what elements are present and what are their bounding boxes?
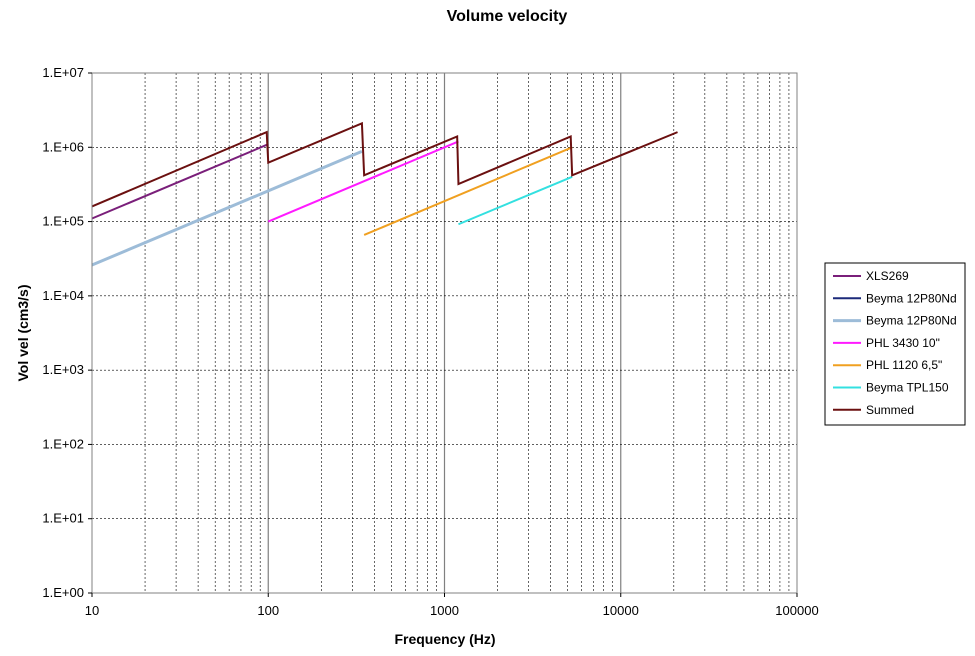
y-tick-label: 1.E+04 bbox=[42, 288, 84, 303]
x-tick-label: 10000 bbox=[603, 603, 639, 618]
legend-label-1: XLS269 bbox=[866, 269, 909, 283]
x-tick-label: 100000 bbox=[775, 603, 818, 618]
x-axis-ticks: 10 100 1000 10000 100000 bbox=[85, 593, 819, 618]
x-tick-label: 1000 bbox=[430, 603, 459, 618]
series-lines bbox=[91, 121, 678, 267]
y-tick-label: 1.E+07 bbox=[42, 65, 84, 80]
y-tick-label: 1.E+06 bbox=[42, 139, 84, 154]
x-tick-label: 100 bbox=[257, 603, 279, 618]
legend-label-7: Summed bbox=[866, 403, 914, 417]
legend-label-6: Beyma TPL150 bbox=[866, 381, 949, 395]
series-line-1 bbox=[91, 143, 269, 220]
grid bbox=[92, 73, 797, 593]
y-axis-ticks: 1.E+00 1.E+01 1.E+02 1.E+03 1.E+04 1.E+05 1.E+… bbox=[42, 65, 92, 600]
y-tick-label: 1.E+03 bbox=[42, 362, 84, 377]
series-line-5 bbox=[363, 146, 573, 236]
legend-label-3: Beyma 12P80Nd bbox=[866, 314, 957, 328]
legend-box bbox=[824, 262, 966, 426]
series-line-3 bbox=[91, 150, 363, 267]
y-tick-label: 1.E+00 bbox=[42, 585, 84, 600]
legend-label-4: PHL 3430 10" bbox=[866, 336, 940, 350]
legend-label-2: Beyma 12P80Nd bbox=[866, 291, 957, 305]
x-axis-label: Frequency (Hz) bbox=[394, 631, 495, 647]
series-line-7 bbox=[91, 121, 678, 208]
y-axis-label: Vol vel (cm3/s) bbox=[15, 284, 31, 381]
legend: XLS269 Beyma 12P80Nd Beyma 12P80Nd PHL 3430… bbox=[824, 262, 966, 426]
x-tick-label: 10 bbox=[85, 603, 99, 618]
series-line-6 bbox=[458, 175, 573, 226]
legend-label-5: PHL 1120 6,5" bbox=[866, 358, 942, 372]
y-tick-label: 1.E+05 bbox=[42, 214, 84, 229]
chart-title: Volume velocity bbox=[447, 8, 568, 25]
y-tick-label: 1.E+01 bbox=[42, 511, 84, 526]
y-tick-label: 1.E+02 bbox=[42, 436, 84, 451]
series-line-4 bbox=[267, 140, 459, 223]
